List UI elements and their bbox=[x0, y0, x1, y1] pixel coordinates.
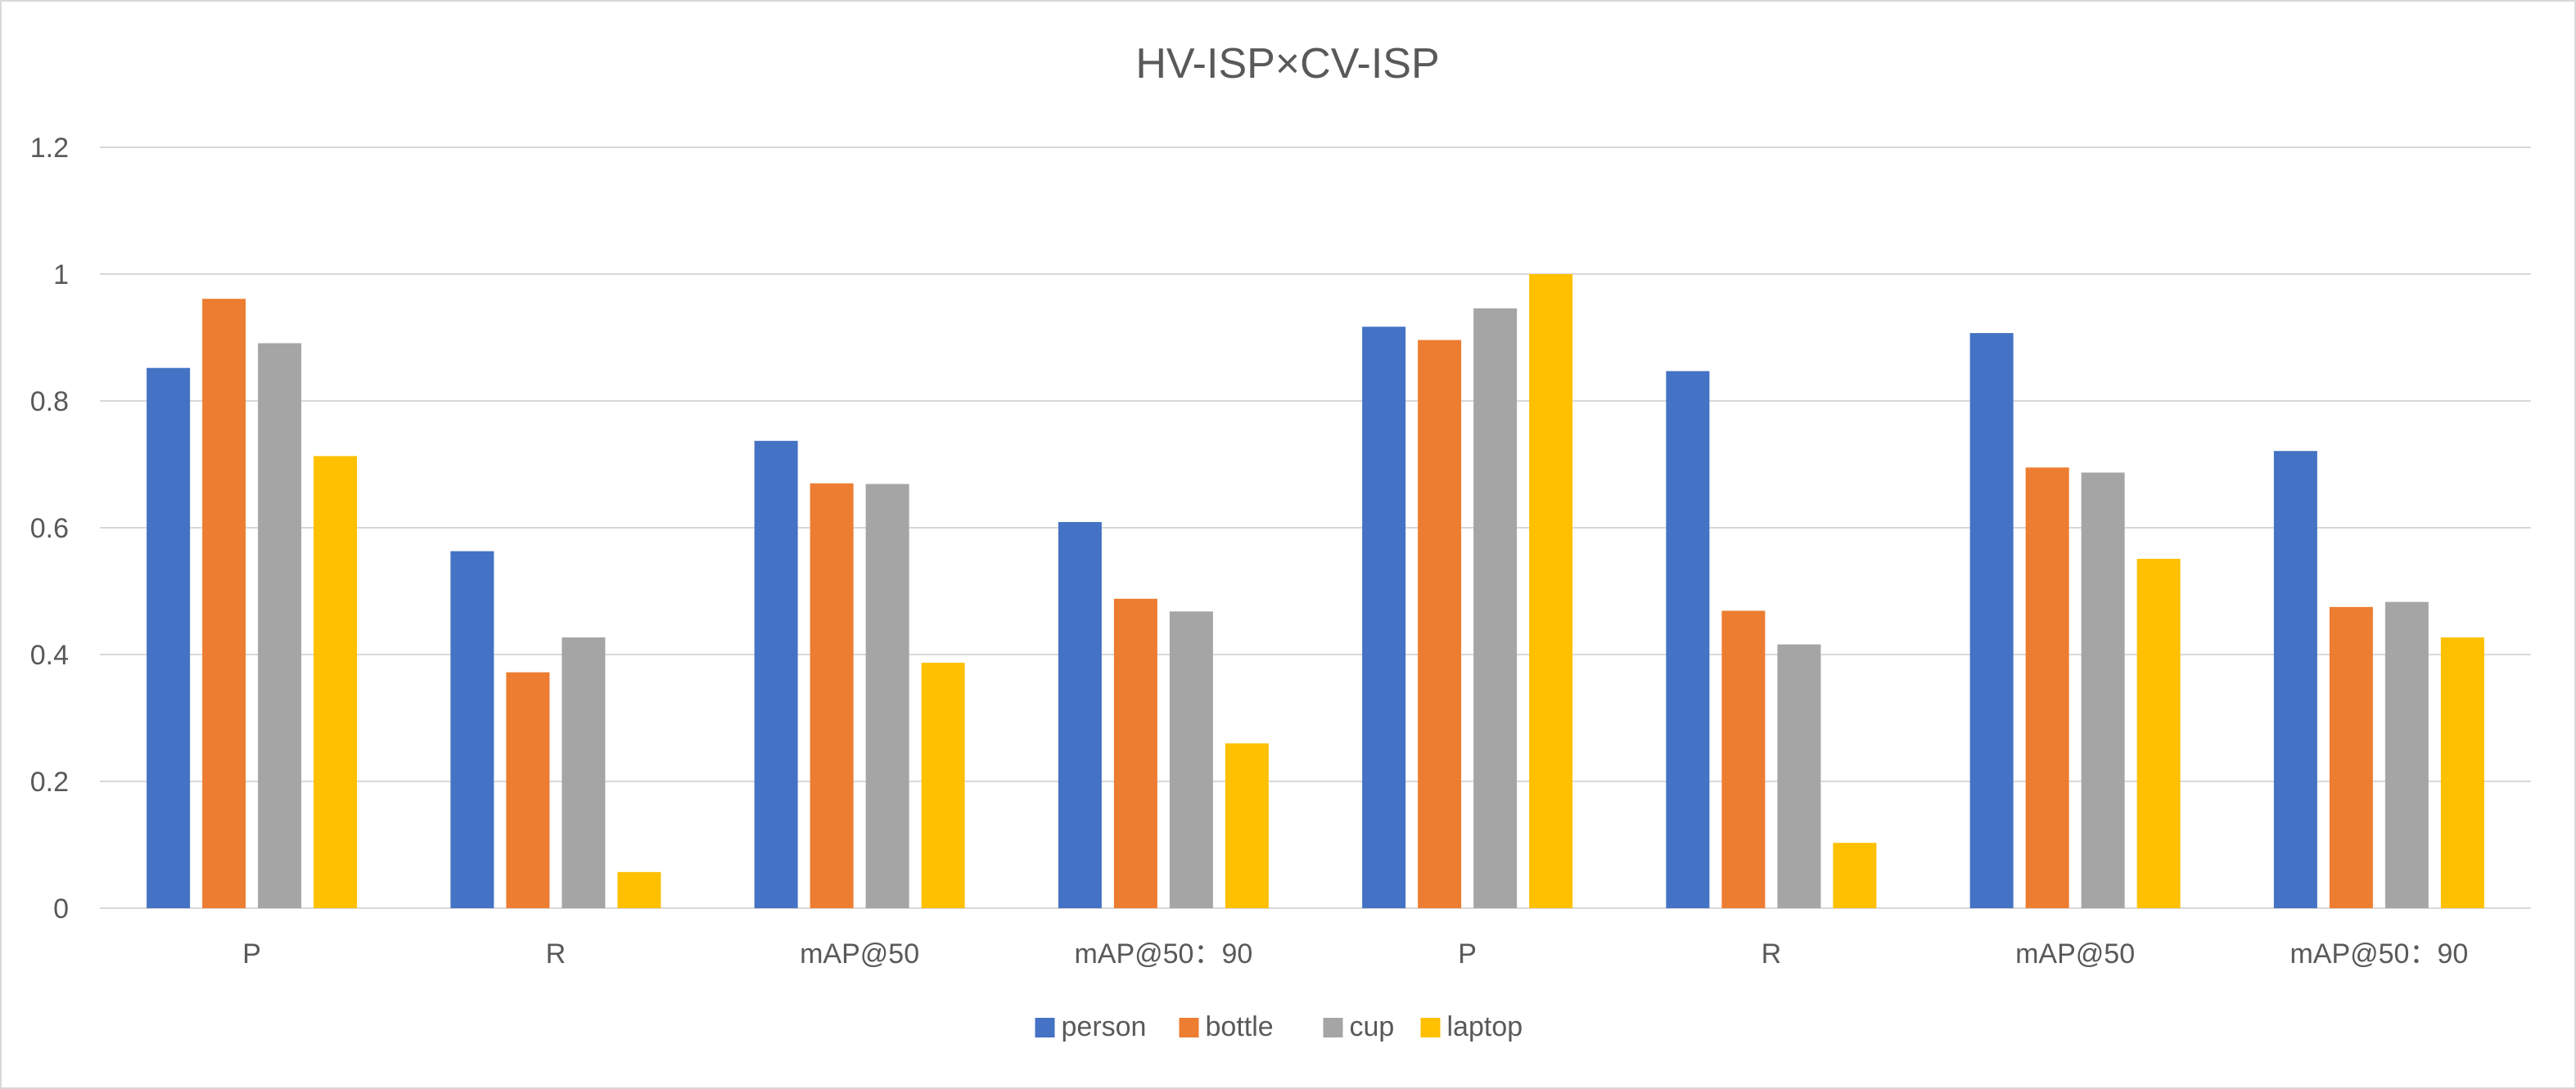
legend-swatch-laptop bbox=[1420, 1018, 1441, 1037]
legend-swatch-person bbox=[1035, 1018, 1055, 1037]
x-category-label: R bbox=[546, 938, 566, 970]
bar-laptop bbox=[1529, 274, 1573, 908]
bar-cup bbox=[562, 637, 606, 908]
bar-laptop bbox=[314, 456, 358, 908]
bar-person bbox=[1362, 326, 1406, 908]
bar-person bbox=[754, 440, 798, 908]
x-category-label: mAP@50：90 bbox=[1074, 938, 1252, 970]
bar-bottle bbox=[1418, 340, 1462, 909]
bars bbox=[147, 274, 2484, 909]
bar-bottle bbox=[202, 299, 246, 909]
bar-laptop bbox=[2440, 637, 2484, 908]
bar-bottle bbox=[810, 483, 854, 908]
legend-label-cup: cup bbox=[1350, 1011, 1395, 1042]
y-tick-label: 1 bbox=[53, 259, 69, 290]
gridlines bbox=[100, 146, 2531, 909]
legend-label-bottle: bottle bbox=[1206, 1011, 1274, 1042]
bar-laptop bbox=[1225, 743, 1269, 908]
bar-laptop bbox=[617, 871, 661, 908]
y-axis-ticks: 0 0.2 0.4 0.6 0.8 1 1.2 bbox=[30, 133, 69, 925]
legend-label-laptop: laptop bbox=[1447, 1011, 1523, 1042]
bar-bottle bbox=[2025, 467, 2069, 908]
bar-person bbox=[2273, 451, 2317, 908]
y-tick-label: 0.8 bbox=[30, 386, 69, 417]
bar-person bbox=[450, 551, 494, 908]
bar-bottle bbox=[2329, 606, 2373, 908]
y-tick-label: 0 bbox=[53, 893, 69, 925]
y-tick-label: 1.2 bbox=[30, 133, 69, 164]
bar-cup bbox=[865, 484, 909, 908]
bar-cup bbox=[1169, 611, 1213, 908]
bar-cup bbox=[1777, 644, 1821, 908]
bar-laptop bbox=[921, 663, 965, 908]
bar-bottle bbox=[1113, 598, 1157, 908]
bar-person bbox=[1666, 371, 1710, 908]
bar-cup bbox=[2384, 601, 2429, 908]
bar-bottle bbox=[506, 672, 550, 908]
bar-cup bbox=[1473, 308, 1518, 909]
legend-swatch-cup bbox=[1323, 1018, 1343, 1037]
bar-cup bbox=[258, 343, 302, 909]
x-category-label: mAP@50：90 bbox=[2290, 938, 2468, 970]
y-tick-label: 0.2 bbox=[30, 767, 69, 798]
x-category-label: mAP@50 bbox=[2015, 938, 2135, 970]
legend-label-person: person bbox=[1062, 1011, 1147, 1042]
y-tick-label: 0.6 bbox=[30, 513, 69, 544]
bar-cup bbox=[2081, 472, 2125, 908]
x-category-label: P bbox=[1458, 938, 1477, 970]
x-category-label: mAP@50 bbox=[800, 938, 919, 970]
bar-person bbox=[1969, 333, 2014, 908]
bar-person bbox=[147, 367, 191, 908]
y-tick-label: 0.4 bbox=[30, 640, 69, 671]
chart-title: HV-ISP×CV-ISP bbox=[1135, 40, 1439, 88]
bar-bottle bbox=[1721, 610, 1766, 908]
legend-swatch-bottle bbox=[1179, 1018, 1199, 1037]
bar-laptop bbox=[2136, 558, 2181, 908]
legend: person bottle cup laptop bbox=[1035, 1011, 1523, 1042]
bar-laptop bbox=[1833, 843, 1877, 908]
x-category-label: R bbox=[1762, 938, 1782, 970]
x-category-label: P bbox=[242, 938, 261, 970]
bar-person bbox=[1058, 522, 1102, 908]
